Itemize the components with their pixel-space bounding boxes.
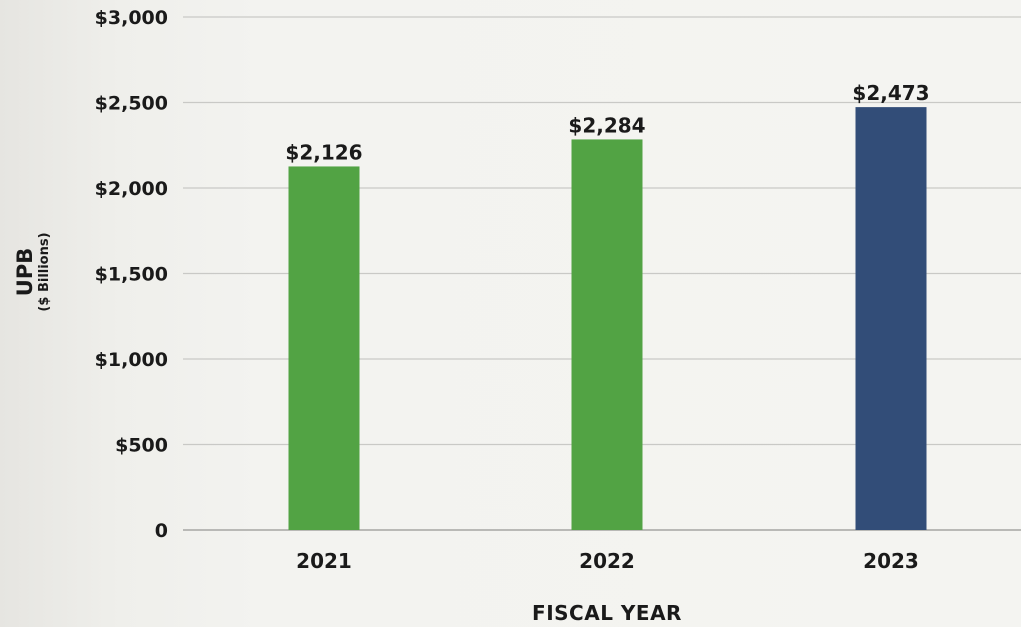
bar-2023 [855,107,927,530]
data-label-2022: $2,284 [568,113,645,137]
y-axis-title-group: UPB ($ Billions) [13,232,52,311]
y-tick-label: $2,000 [95,178,168,200]
y-tick-label: $500 [115,435,168,457]
x-axis-ticks: 2021 2022 2023 [296,549,919,573]
y-tick-label: $1,500 [95,264,168,286]
y-axis-subtitle: ($ Billions) [37,232,52,311]
y-tick-label: $3,000 [95,7,168,29]
x-axis-title: FISCAL YEAR [532,601,682,625]
data-label-2021: $2,126 [285,140,362,164]
x-tick-label-2021: 2021 [296,549,352,573]
y-tick-label: $1,000 [95,349,168,371]
y-tick-label: 0 [155,520,168,542]
y-axis-title: UPB [13,248,37,296]
y-axis-ticks: 0 $500 $1,000 $1,500 $2,000 $2,500 $3,000 [95,7,168,542]
bar-2021 [288,166,360,531]
x-tick-label-2023: 2023 [863,549,919,573]
bars [288,107,927,531]
data-labels: $2,126 $2,284 $2,473 [285,81,929,164]
bar-2022 [571,139,643,530]
y-tick-label: $2,500 [95,93,168,115]
data-label-2023: $2,473 [852,81,929,105]
x-tick-label-2022: 2022 [579,549,635,573]
